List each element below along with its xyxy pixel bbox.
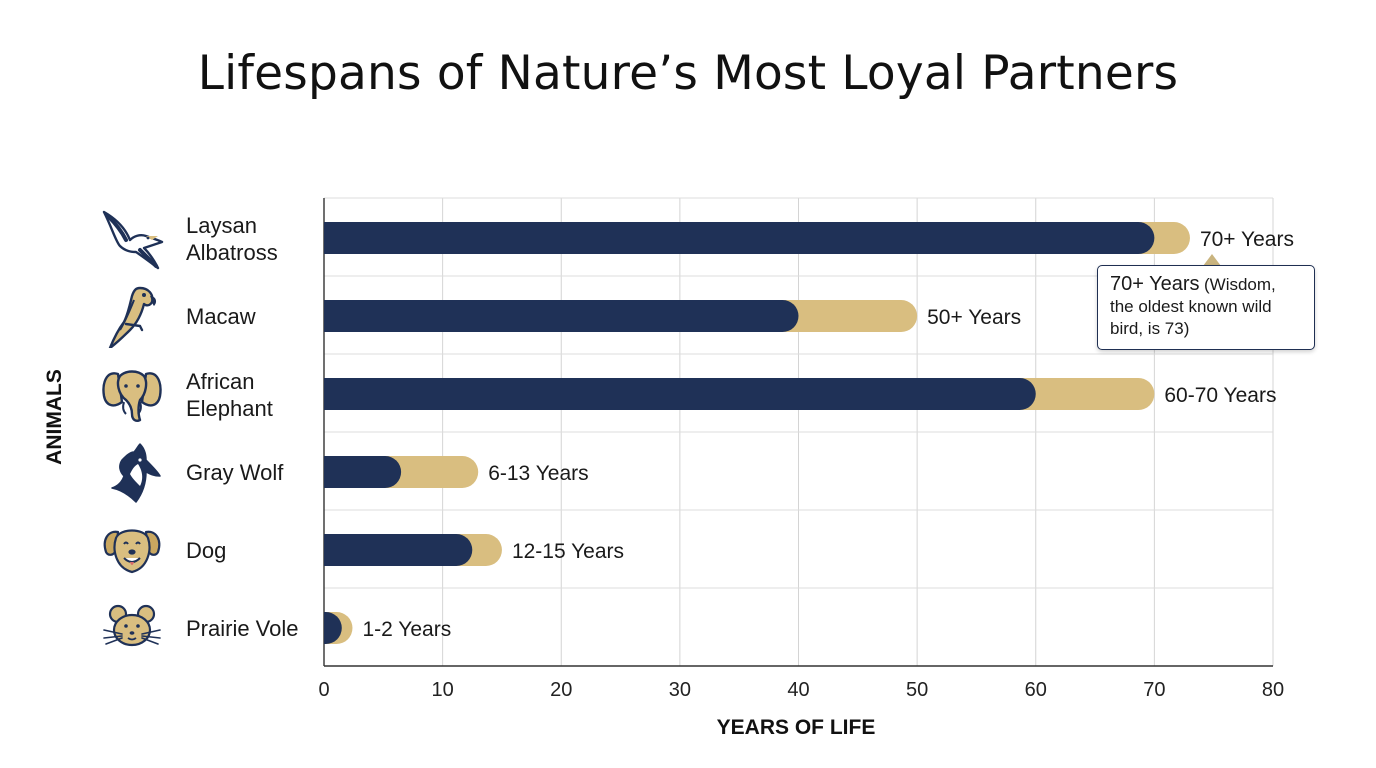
bar-min [324,534,473,566]
bar-min [324,222,1155,254]
x-tick-label: 50 [906,679,928,701]
callout-detail-3: bird, is 73) [1110,319,1190,338]
category-label: African Elephant [186,369,273,421]
value-label: 12-15 Years [512,540,624,563]
bar-min [324,456,402,488]
x-tick-label: 60 [1025,679,1047,701]
y-axis-title: ANIMALS [43,369,66,465]
albatross-icon [102,210,164,270]
x-tick-label: 10 [432,679,454,701]
category-label: Macaw [186,304,256,329]
labels: 0 10 20 30 40 50 60 70 80 70+ Years Laysan Albatros… [186,213,1294,701]
callout-detail-1: (Wisdom, [1203,275,1276,294]
category-label-line: Laysan [186,213,257,238]
value-label: 6-13 Years [488,462,588,485]
category-label: Gray Wolf [186,460,284,485]
value-label: 50+ Years [927,306,1021,329]
bar-min [324,612,342,644]
bar-min [324,378,1036,410]
axes [323,198,1273,667]
callout-pointer [1203,254,1221,266]
callout-detail-2: the oldest known wild [1110,297,1272,316]
icons [102,210,164,647]
value-label: 70+ Years [1200,228,1294,251]
x-axis-title: YEARS OF LIFE [717,716,876,739]
value-label: 1-2 Years [362,618,451,641]
x-tick-label: 40 [787,679,809,701]
vole-icon [102,604,162,647]
category-label: Dog [186,538,226,563]
value-label: 60-70 Years [1164,384,1276,407]
macaw-icon [108,286,158,348]
x-tick-label: 80 [1262,679,1284,701]
bars [324,222,1190,644]
elephant-icon [102,370,162,422]
category-label-line: Albatross [186,240,278,265]
x-tick-label: 30 [669,679,691,701]
x-tick-label: 70 [1143,679,1165,701]
chart-title: Lifespans of Nature’s Most Loyal Partner… [197,46,1179,101]
annotation-callout: 70+ Years (Wisdom, the oldest known wild… [1097,265,1315,350]
x-tick-label: 20 [550,679,572,701]
x-tick-label: 0 [318,679,329,701]
category-label: Laysan Albatross [186,213,278,265]
bar-min [324,300,799,332]
category-label: Prairie Vole [186,616,299,641]
category-label-line: Elephant [186,396,273,421]
wolf-icon [111,443,161,503]
callout-main: 70+ Years [1110,273,1200,295]
dog-icon [103,529,161,574]
category-label-line: African [186,369,254,394]
